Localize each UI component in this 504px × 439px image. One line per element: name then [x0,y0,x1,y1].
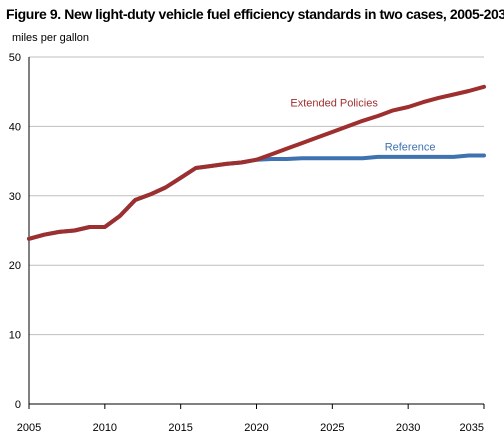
x-tick-label-2035: 2035 [460,422,484,434]
y-tick-label-20: 20 [9,260,21,272]
series-lines [27,84,486,241]
chart-title: Figure 9. New light-duty vehicle fuel ef… [6,6,504,22]
y-tick-label-0: 0 [15,399,21,411]
x-tick-label-2015: 2015 [168,422,192,434]
y-tick-labels: 0 10 20 30 40 50 [9,52,21,411]
gridlines [29,56,484,336]
series-label-reference: Reference [385,142,436,154]
series-labels: Reference Extended Policies [290,97,435,153]
x-tick-label-2030: 2030 [396,422,420,434]
y-tick-label-10: 10 [9,330,21,342]
y-tick-label-40: 40 [9,121,21,133]
x-tick-label-2025: 2025 [320,422,344,434]
y-axis-label: miles per gallon [12,32,89,44]
y-tick-label-30: 30 [9,191,21,203]
y-tick-label-50: 50 [9,52,21,64]
x-tick-label-2020: 2020 [244,422,268,434]
series-line-extended-policies [27,84,486,241]
x-tick-label-2010: 2010 [93,422,117,434]
axes [28,57,485,409]
x-tick-labels: 2005 2010 2015 2020 2025 2030 2035 [17,422,484,434]
series-label-extended-policies: Extended Policies [290,97,378,109]
x-tick-label-2005: 2005 [17,422,41,434]
